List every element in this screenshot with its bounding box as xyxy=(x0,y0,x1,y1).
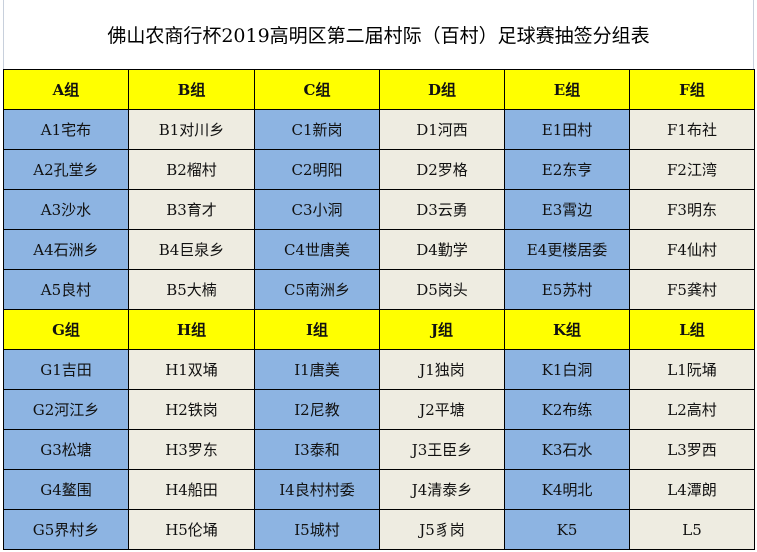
team-cell[interactable]: H3罗东 xyxy=(128,429,255,470)
team-cell[interactable]: I3泰和 xyxy=(254,429,380,470)
team-cell[interactable]: B4巨泉乡 xyxy=(128,229,255,270)
team-cell[interactable]: D5岗头 xyxy=(379,269,505,310)
team-cell[interactable]: D4勤学 xyxy=(379,229,505,270)
team-cell[interactable]: L4潭朗 xyxy=(629,469,755,510)
team-cell[interactable]: L5 xyxy=(629,509,755,550)
team-cell[interactable]: H2铁岗 xyxy=(128,389,255,430)
team-cell[interactable]: J5豸岗 xyxy=(379,509,505,550)
group-header-row: G组 H组 I组 J组 K组 L组 xyxy=(3,309,755,350)
group-header-cell[interactable]: K组 xyxy=(504,309,630,350)
team-cell[interactable]: H1双埇 xyxy=(128,349,255,390)
team-cell[interactable]: G3松塘 xyxy=(3,429,129,470)
team-cell[interactable]: C2明阳 xyxy=(254,149,380,190)
group-header-cell[interactable]: G组 xyxy=(3,309,129,350)
table-row: A4石洲乡 B4巨泉乡 C4世唐美 D4勤学 E4更楼居委 F4仙村 xyxy=(3,229,755,270)
group-header-cell[interactable]: J组 xyxy=(379,309,505,350)
table-row: G3松塘 H3罗东 I3泰和 J3王臣乡 K3石水 L3罗西 xyxy=(3,429,755,470)
team-cell[interactable]: F2江湾 xyxy=(629,149,755,190)
team-cell[interactable]: A5良村 xyxy=(3,269,129,310)
team-cell[interactable]: E3霄边 xyxy=(504,189,630,230)
table-row: G4鳌围 H4船田 I4良村村委 J4清泰乡 K4明北 L4潭朗 xyxy=(3,469,755,510)
team-cell[interactable]: B2榴村 xyxy=(128,149,255,190)
team-cell[interactable]: C1新岗 xyxy=(254,109,380,150)
group-header-cell[interactable]: A组 xyxy=(3,69,129,110)
team-cell[interactable]: J3王臣乡 xyxy=(379,429,505,470)
team-cell[interactable]: E2东亨 xyxy=(504,149,630,190)
team-cell[interactable]: K2布练 xyxy=(504,389,630,430)
team-cell[interactable]: L3罗西 xyxy=(629,429,755,470)
team-cell[interactable]: J4清泰乡 xyxy=(379,469,505,510)
team-cell[interactable]: B5大楠 xyxy=(128,269,255,310)
team-cell[interactable]: A1宅布 xyxy=(3,109,129,150)
table-row: G1吉田 H1双埇 I1唐美 J1独岗 K1白洞 L1阮埇 xyxy=(3,349,755,390)
team-cell[interactable]: E4更楼居委 xyxy=(504,229,630,270)
team-cell[interactable]: D2罗格 xyxy=(379,149,505,190)
team-cell[interactable]: F5龚村 xyxy=(629,269,755,310)
group-header-cell[interactable]: F组 xyxy=(629,69,755,110)
team-cell[interactable]: C5南洲乡 xyxy=(254,269,380,310)
table-row: A5良村 B5大楠 C5南洲乡 D5岗头 E5苏村 F5龚村 xyxy=(3,269,755,310)
team-cell[interactable]: C3小洞 xyxy=(254,189,380,230)
team-cell[interactable]: E1田村 xyxy=(504,109,630,150)
team-cell[interactable]: H4船田 xyxy=(128,469,255,510)
team-cell[interactable]: K1白洞 xyxy=(504,349,630,390)
team-cell[interactable]: J2平塘 xyxy=(379,389,505,430)
team-cell[interactable]: K5 xyxy=(504,509,630,550)
team-cell[interactable]: I5城村 xyxy=(254,509,380,550)
group-header-cell[interactable]: B组 xyxy=(128,69,255,110)
draw-table: A组 B组 C组 D组 E组 F组 A1宅布 B1对川乡 C1新岗 D1河西 E1田村 F1布社 A2孔… xyxy=(3,69,755,550)
table-row: G2河江乡 H2铁岗 I2尼教 J2平塘 K2布练 L2高村 xyxy=(3,389,755,430)
team-cell[interactable]: G4鳌围 xyxy=(3,469,129,510)
team-cell[interactable]: L1阮埇 xyxy=(629,349,755,390)
team-cell[interactable]: I4良村村委 xyxy=(254,469,380,510)
group-header-cell[interactable]: E组 xyxy=(504,69,630,110)
group-header-cell[interactable]: D组 xyxy=(379,69,505,110)
group-header-cell[interactable]: C组 xyxy=(254,69,380,110)
team-cell[interactable]: F4仙村 xyxy=(629,229,755,270)
table-row: A3沙水 B3育才 C3小洞 D3云勇 E3霄边 F3明东 xyxy=(3,189,755,230)
team-cell[interactable]: E5苏村 xyxy=(504,269,630,310)
table-row: A1宅布 B1对川乡 C1新岗 D1河西 E1田村 F1布社 xyxy=(3,109,755,150)
team-cell[interactable]: F1布社 xyxy=(629,109,755,150)
team-cell[interactable]: L2高村 xyxy=(629,389,755,430)
group-header-cell[interactable]: L组 xyxy=(629,309,755,350)
table-row: A2孔堂乡 B2榴村 C2明阳 D2罗格 E2东亨 F2江湾 xyxy=(3,149,755,190)
team-cell[interactable]: D1河西 xyxy=(379,109,505,150)
team-cell[interactable]: B3育才 xyxy=(128,189,255,230)
team-cell[interactable]: A2孔堂乡 xyxy=(3,149,129,190)
group-header-cell[interactable]: H组 xyxy=(128,309,255,350)
team-cell[interactable]: I2尼教 xyxy=(254,389,380,430)
table-row: G5界村乡 H5伦埇 I5城村 J5豸岗 K5 L5 xyxy=(3,509,755,550)
team-cell[interactable]: C4世唐美 xyxy=(254,229,380,270)
sheet-title: 佛山农商行杯2019高明区第二届村际（百村）足球赛抽签分组表 xyxy=(3,0,754,69)
team-cell[interactable]: G2河江乡 xyxy=(3,389,129,430)
team-cell[interactable]: A3沙水 xyxy=(3,189,129,230)
group-header-cell[interactable]: I组 xyxy=(254,309,380,350)
team-cell[interactable]: B1对川乡 xyxy=(128,109,255,150)
team-cell[interactable]: G5界村乡 xyxy=(3,509,129,550)
team-cell[interactable]: H5伦埇 xyxy=(128,509,255,550)
team-cell[interactable]: K4明北 xyxy=(504,469,630,510)
team-cell[interactable]: G1吉田 xyxy=(3,349,129,390)
team-cell[interactable]: A4石洲乡 xyxy=(3,229,129,270)
team-cell[interactable]: J1独岗 xyxy=(379,349,505,390)
team-cell[interactable]: D3云勇 xyxy=(379,189,505,230)
team-cell[interactable]: I1唐美 xyxy=(254,349,380,390)
group-header-row: A组 B组 C组 D组 E组 F组 xyxy=(3,69,755,110)
team-cell[interactable]: F3明东 xyxy=(629,189,755,230)
team-cell[interactable]: K3石水 xyxy=(504,429,630,470)
